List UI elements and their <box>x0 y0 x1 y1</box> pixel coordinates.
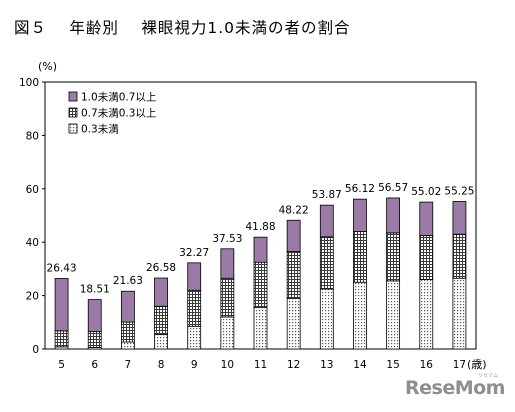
legend-swatch <box>68 91 78 102</box>
legend: 1.0未満0.7以上 0.7未満0.3以上 0.3未満 <box>68 91 156 136</box>
bar-segment <box>353 281 367 350</box>
bar-segment <box>154 277 168 307</box>
bar-total-label: 56.57 <box>378 182 408 194</box>
bar-segment <box>386 232 401 282</box>
bar-total-label: 26.58 <box>146 262 176 274</box>
bar-segment <box>452 277 467 350</box>
x-tick-label: 5 <box>58 359 65 371</box>
x-tick-label: 17 <box>453 359 466 371</box>
x-tick-label: 14 <box>353 359 367 371</box>
bar-segment <box>253 261 268 309</box>
bar-segment <box>286 297 301 350</box>
bar-total-label: 32.27 <box>179 247 209 259</box>
x-tick-label: 16 <box>420 359 434 371</box>
x-tick-label: 12 <box>287 359 300 371</box>
bar-segment <box>319 236 334 290</box>
bar-segment <box>220 277 235 318</box>
bar-segment <box>154 333 168 350</box>
x-tick-label: 13 <box>320 359 333 371</box>
bar-segment <box>452 233 467 279</box>
bar-segment <box>187 289 202 327</box>
bar-segment <box>452 201 467 235</box>
bar-series <box>54 197 467 350</box>
x-tick-label: 11 <box>254 359 267 371</box>
y-axis-unit: (%) <box>38 60 57 73</box>
bar-total-label: 26.43 <box>47 262 77 274</box>
y-tick-label: 60 <box>26 184 39 196</box>
bar-segment <box>187 262 202 291</box>
x-tick-label: 10 <box>221 359 234 371</box>
bar-total-label: 41.88 <box>245 221 275 233</box>
bar-total-label: 55.25 <box>444 185 474 197</box>
bar-segment <box>87 299 102 332</box>
bar-total-label: 21.63 <box>113 275 143 287</box>
y-axis-ticks: 0 20 40 60 80 100 <box>19 77 45 356</box>
bar-total-label: 53.87 <box>312 189 342 201</box>
bar-segment <box>54 278 69 332</box>
bar-segment <box>286 219 301 252</box>
watermark-subtext: リセマム <box>478 373 499 379</box>
bar-segment <box>419 235 434 280</box>
bar-segment <box>154 305 168 335</box>
bar-segment <box>419 201 434 236</box>
bar-segment <box>419 279 434 350</box>
bar-segment <box>87 330 102 348</box>
legend-swatch <box>68 123 78 134</box>
bar-segment <box>286 251 301 299</box>
x-tick-label: 8 <box>158 359 165 371</box>
bar-total-label: 37.53 <box>212 233 242 245</box>
x-axis-unit: (歳) <box>467 358 487 371</box>
bar-segment <box>120 290 135 323</box>
bar-segment <box>353 198 367 232</box>
watermark-logo: ReseMom <box>405 377 505 399</box>
figure-title: 図５ 年齢別 裸眼視力1.0未満の者の割合 <box>14 19 351 37</box>
bar-total-label: 48.22 <box>279 204 309 216</box>
legend-label: 0.7未満0.3以上 <box>81 108 156 120</box>
x-tick-label: 9 <box>191 359 198 371</box>
x-tick-label: 6 <box>91 359 98 371</box>
bar-segment <box>319 288 334 350</box>
bar-segment <box>353 231 367 283</box>
x-axis-ticks: 5 6 7 8 9 10 11 12 13 14 15 16 17 <box>58 359 466 371</box>
bar-segment <box>54 330 69 348</box>
bar-total-label: 55.02 <box>411 186 441 198</box>
bar-segment <box>386 197 401 234</box>
bar-segment <box>253 236 268 263</box>
bar-segment <box>386 280 401 350</box>
legend-label: 0.3未満 <box>81 124 119 136</box>
x-tick-label: 15 <box>386 359 399 371</box>
bar-total-label: 56.12 <box>345 183 375 195</box>
legend-label: 1.0未満0.7以上 <box>81 92 156 104</box>
legend-swatch <box>68 107 78 118</box>
bar-segment <box>120 321 135 343</box>
bar-total-label: 18.51 <box>80 284 110 296</box>
y-tick-label: 20 <box>26 291 39 303</box>
x-tick-label: 7 <box>125 359 132 371</box>
bar-segment <box>187 325 202 350</box>
y-tick-label: 80 <box>26 130 39 142</box>
y-tick-label: 40 <box>26 237 39 249</box>
bar-segment <box>319 204 334 238</box>
bar-segment <box>253 307 268 350</box>
bar-segment <box>120 341 135 350</box>
bar-segment <box>220 316 235 350</box>
bar-segment <box>220 248 235 279</box>
y-tick-label: 100 <box>19 77 39 89</box>
y-tick-label: 0 <box>32 344 39 356</box>
